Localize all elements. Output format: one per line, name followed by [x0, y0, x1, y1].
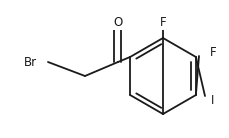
Text: F: F [159, 15, 166, 29]
Text: Br: Br [23, 55, 36, 68]
Text: F: F [209, 46, 215, 59]
Text: O: O [113, 15, 122, 29]
Text: I: I [210, 94, 214, 107]
